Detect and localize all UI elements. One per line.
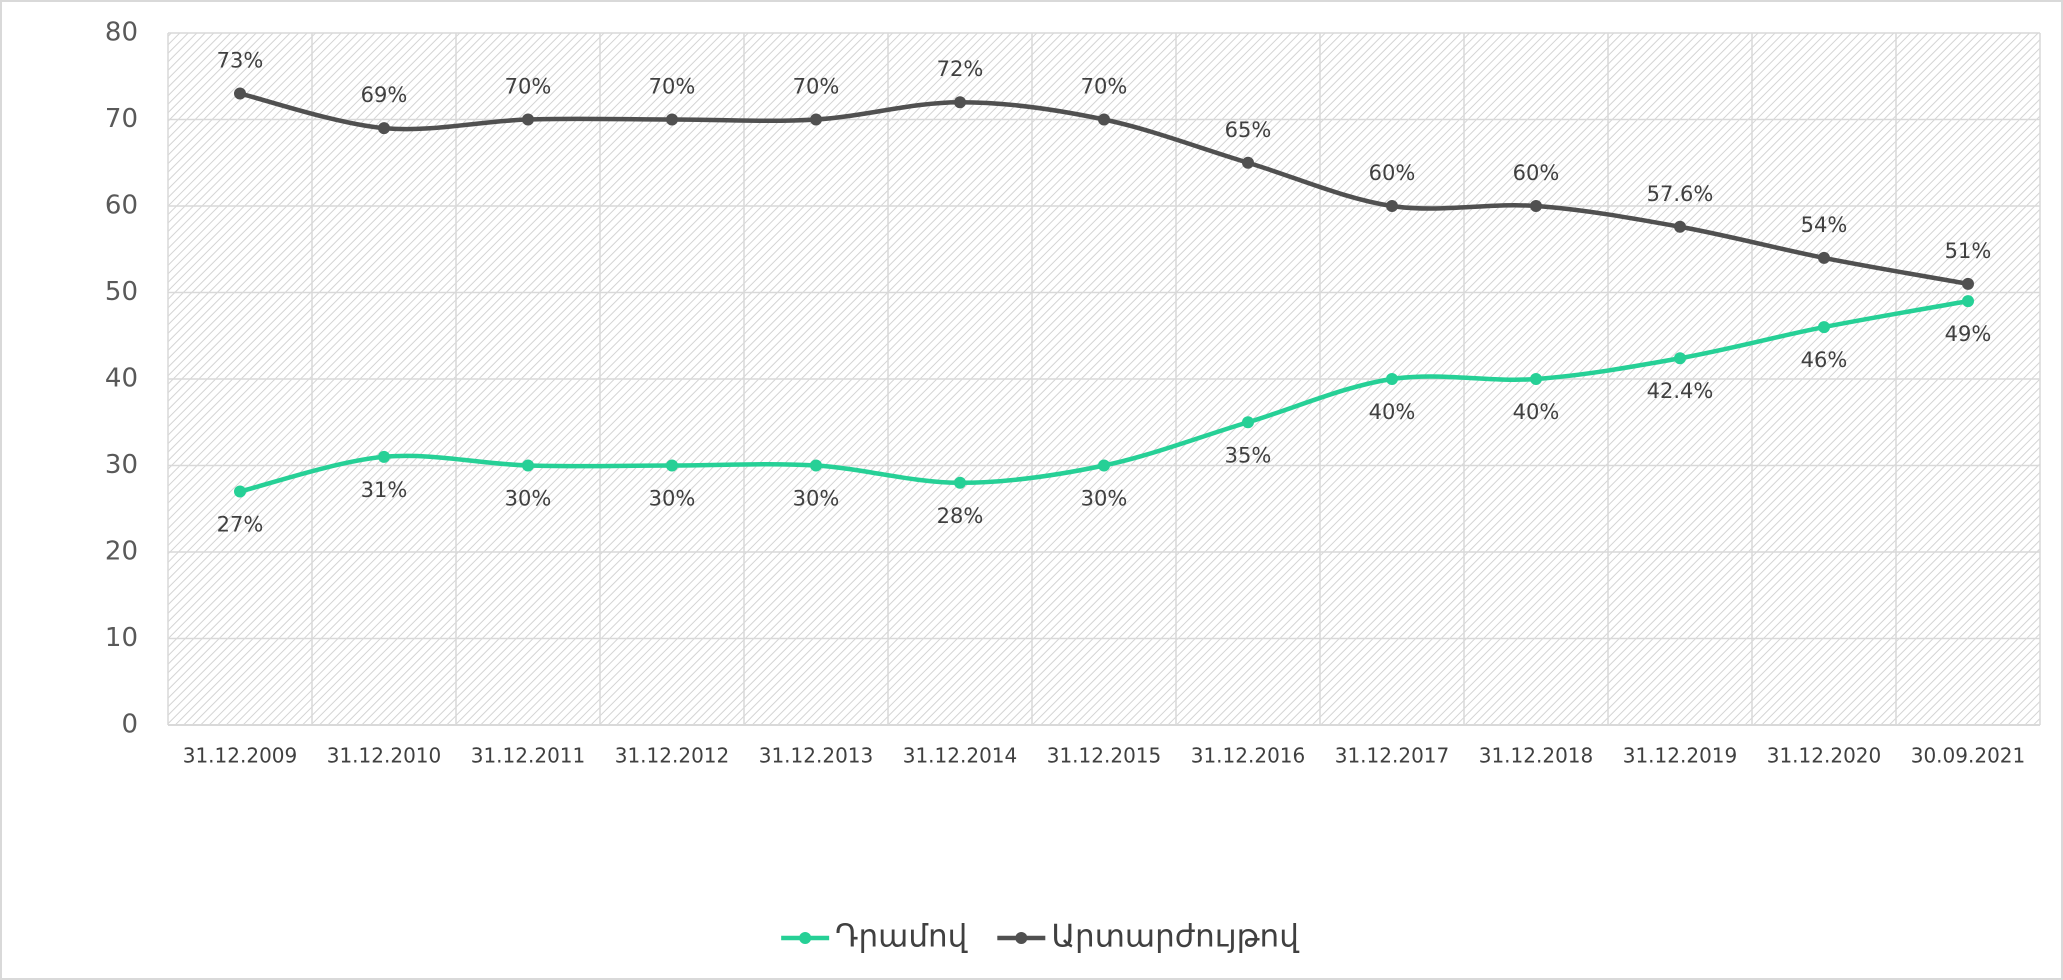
data-label: 57.6%	[1647, 182, 1714, 206]
data-point	[1386, 373, 1398, 385]
data-label: 70%	[649, 75, 696, 99]
x-tick-label: 31.12.2011	[471, 744, 586, 768]
data-label: 35%	[1225, 443, 1272, 467]
data-point	[1674, 352, 1686, 365]
data-label: 27%	[217, 512, 264, 536]
x-tick-label: 31.12.2016	[1191, 744, 1306, 768]
data-label: 60%	[1369, 161, 1416, 185]
x-tick-label: 31.12.2020	[1767, 744, 1882, 768]
y-tick-label: 40	[105, 364, 138, 394]
data-label: 65%	[1225, 118, 1272, 142]
data-point	[1962, 277, 1974, 290]
data-label: 49%	[1945, 322, 1992, 346]
data-label: 54%	[1801, 213, 1848, 237]
data-label: 72%	[937, 57, 984, 81]
data-label: 70%	[1081, 75, 1128, 99]
data-point	[1962, 295, 1974, 308]
data-label: 46%	[1801, 348, 1848, 372]
data-point	[234, 87, 246, 100]
y-tick-label: 10	[105, 623, 138, 653]
y-tick-label: 20	[105, 537, 138, 567]
data-point	[1386, 200, 1398, 212]
x-tick-label: 31.12.2018	[1479, 744, 1594, 768]
x-tick-label: 31.12.2015	[1047, 744, 1162, 768]
data-label: 73%	[217, 49, 264, 73]
data-label: 69%	[361, 83, 408, 107]
data-point	[1242, 416, 1254, 429]
data-point	[378, 122, 390, 135]
y-tick-label: 50	[105, 277, 138, 307]
data-label: 40%	[1369, 400, 1416, 424]
data-point	[810, 113, 822, 126]
y-tick-label: 0	[121, 710, 138, 740]
data-label: 40%	[1513, 400, 1560, 424]
x-tick-label: 31.12.2012	[615, 744, 730, 768]
legend-label: Դրամով	[835, 919, 968, 955]
x-tick-label: 31.12.2014	[903, 744, 1018, 768]
data-point	[1098, 113, 1110, 126]
y-tick-label: 60	[105, 191, 138, 221]
data-label: 30%	[1081, 487, 1128, 511]
x-tick-label: 30.09.2021	[1911, 744, 2026, 768]
data-label: 30%	[649, 487, 696, 511]
data-point	[666, 459, 678, 472]
data-point	[522, 113, 534, 126]
data-point	[1098, 459, 1110, 472]
data-point	[1818, 251, 1830, 264]
data-point	[954, 96, 966, 109]
data-point	[954, 476, 966, 489]
data-point	[522, 459, 534, 472]
data-point	[810, 459, 822, 472]
x-tick-label: 31.12.2013	[759, 744, 874, 768]
data-label: 42.4%	[1647, 379, 1714, 403]
x-tick-label: 31.12.2010	[327, 744, 442, 768]
x-tick-label: 31.12.2019	[1623, 744, 1738, 768]
data-label: 70%	[793, 75, 840, 99]
data-label: 60%	[1513, 161, 1560, 185]
data-label: 30%	[505, 487, 552, 511]
x-tick-label: 31.12.2009	[183, 744, 298, 768]
data-point	[1530, 373, 1542, 385]
y-tick-label: 80	[105, 18, 138, 48]
legend-marker	[1015, 932, 1028, 944]
data-point	[1818, 321, 1830, 334]
data-label: 28%	[937, 504, 984, 528]
data-point	[234, 485, 246, 498]
data-label: 31%	[361, 478, 408, 502]
data-point	[666, 113, 678, 126]
y-tick-label: 70	[105, 104, 138, 134]
legend-label: Արտարժույթով	[1051, 919, 1300, 955]
data-point	[1530, 200, 1542, 212]
y-tick-label: 30	[105, 450, 138, 480]
data-point	[378, 450, 390, 463]
legend-marker	[799, 932, 812, 944]
data-label: 70%	[505, 75, 552, 99]
data-label: 51%	[1945, 239, 1992, 263]
x-tick-label: 31.12.2017	[1335, 744, 1450, 768]
data-point	[1674, 220, 1686, 233]
data-point	[1242, 156, 1254, 169]
data-label: 30%	[793, 487, 840, 511]
